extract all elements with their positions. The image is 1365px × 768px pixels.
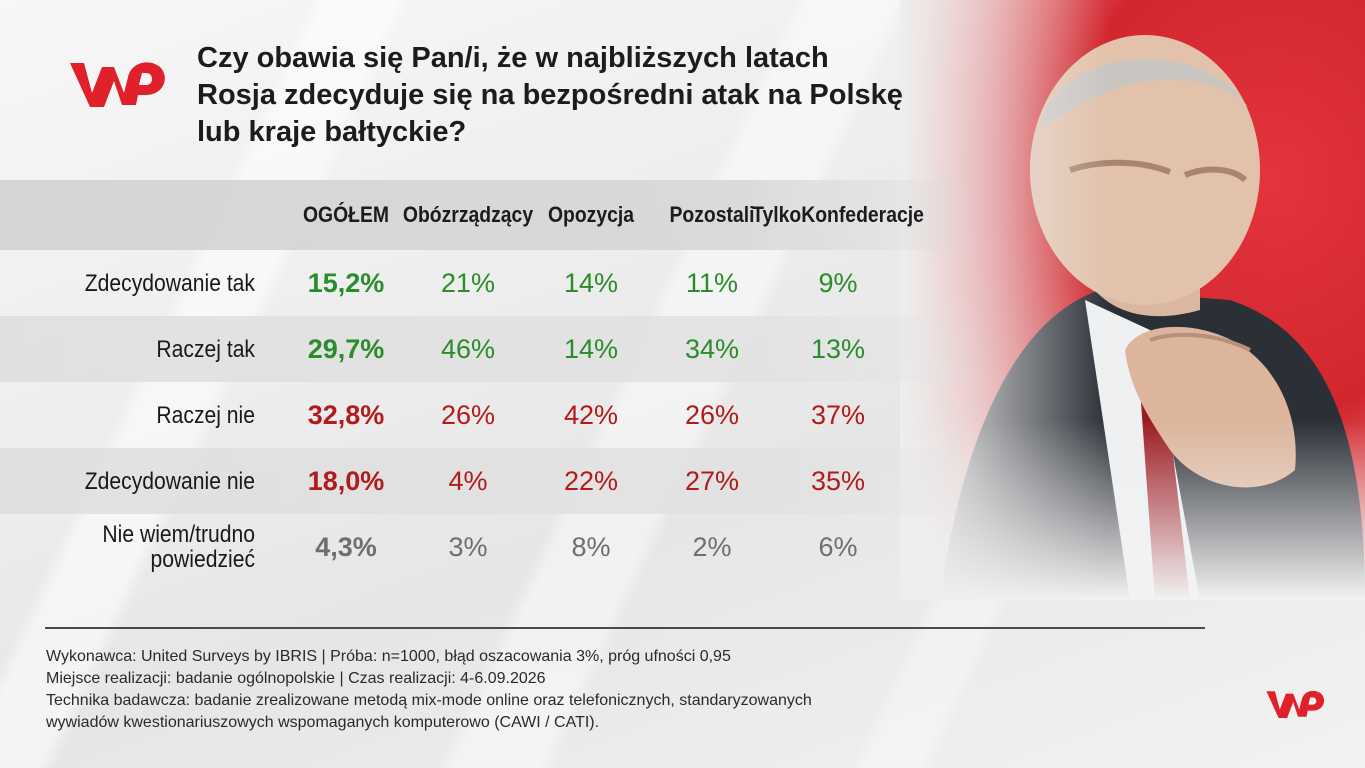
row-label: Nie wiem/trudno powiedzieć: [66, 514, 255, 580]
table-cell: 35%: [810, 465, 866, 496]
methodology-notes: Wykonawca: United Surveys by IBRIS | Pró…: [46, 646, 1046, 734]
column-header-line: Konfederacje: [801, 202, 924, 227]
table-cell: 4%: [448, 465, 488, 496]
column-header: OGÓŁEM: [276, 180, 417, 250]
footer-divider: [45, 627, 1205, 629]
table-cell: 11%: [685, 267, 739, 298]
row-label-line: Zdecydowanie nie: [84, 467, 255, 495]
table-cell: 26%: [684, 399, 740, 430]
table-cell: 37%: [810, 399, 866, 430]
column-header-line: OGÓŁEM: [302, 202, 390, 227]
table-row: Raczej nie 32,8% 26% 42% 26% 37%: [0, 382, 990, 448]
table-cell: 6%: [818, 531, 858, 562]
table-cell: 27%: [684, 465, 740, 496]
table-cell: 29,7%: [307, 333, 385, 364]
table-row: Zdecydowanie nie 18,0% 4% 22% 27% 35%: [0, 448, 990, 514]
table-cell: 3%: [448, 531, 488, 562]
note-line: Wykonawca: United Surveys by IBRIS | Pró…: [46, 648, 731, 665]
table-row: Nie wiem/trudno powiedzieć 4,3% 3% 8% 2% 6%: [0, 514, 990, 580]
column-header: Obóz rządzący: [398, 180, 539, 250]
column-header: Tylko Konfederacje: [752, 180, 924, 250]
table-cell: 13%: [810, 333, 866, 364]
row-label-line: powiedzieć: [150, 546, 255, 573]
wp-logo-small: [1264, 686, 1326, 727]
title-line: Czy obawia się Pan/i, że w najbliższych …: [197, 42, 829, 74]
table-cell: 42%: [563, 399, 619, 430]
note-line: wywiadów kwestionariuszowych wspomaganyc…: [46, 714, 600, 731]
title-line: lub kraje bałtyckie?: [197, 116, 467, 148]
title-line: Rosja zdecyduje się na bezpośredni atak …: [197, 79, 903, 111]
table-row: Zdecydowanie tak 15,2% 21% 14% 11% 9%: [0, 250, 990, 316]
table-cell: 14%: [563, 267, 619, 298]
table-cell: 8%: [571, 531, 611, 562]
table-cell: 15,2%: [307, 267, 385, 298]
table-cell: 2%: [692, 531, 732, 562]
row-label-line: Raczej nie: [156, 401, 255, 429]
row-label: Raczej nie: [66, 382, 255, 448]
table-cell: 46%: [440, 333, 496, 364]
table-cell: 34%: [684, 333, 740, 364]
column-header-line: rządzący: [451, 202, 534, 227]
column-header-line: Pozostali: [669, 202, 755, 227]
note-line: Miejsce realizacji: badanie ogólnopolski…: [46, 670, 546, 687]
column-header-line: Obóz: [402, 202, 452, 227]
row-label-line: Zdecydowanie tak: [84, 269, 255, 297]
column-header-line: Opozycja: [547, 202, 635, 227]
row-label: Zdecydowanie nie: [66, 448, 255, 514]
table-cell: 14%: [563, 333, 619, 364]
column-header-line: Tylko: [752, 202, 802, 227]
wp-logo: [66, 55, 168, 118]
table-row: Raczej tak 29,7% 46% 14% 34% 13%: [0, 316, 990, 382]
column-header: Pozostali: [642, 180, 783, 250]
table-cell: 21%: [440, 267, 496, 298]
table-header: OGÓŁEM Obóz rządzący Opozycja Pozostali Tylko…: [0, 180, 990, 250]
table-cell: 9%: [818, 267, 858, 298]
table-cell: 18,0%: [307, 465, 385, 496]
row-label-line: Raczej tak: [156, 335, 255, 363]
table-cell: 26%: [440, 399, 496, 430]
table-cell: 32,8%: [307, 399, 385, 430]
table-cell: 22%: [563, 465, 619, 496]
column-header: Opozycja: [521, 180, 662, 250]
row-label: Zdecydowanie tak: [66, 250, 255, 316]
note-line: Technika badawcza: badanie zrealizowane …: [46, 692, 812, 709]
chart-title: Czy obawia się Pan/i, że w najbliższych …: [197, 40, 997, 151]
row-label: Raczej tak: [66, 316, 255, 382]
row-label-line: Nie wiem/trudno: [102, 521, 256, 548]
portrait-photo: [900, 0, 1365, 600]
table-cell: 4,3%: [315, 531, 377, 562]
